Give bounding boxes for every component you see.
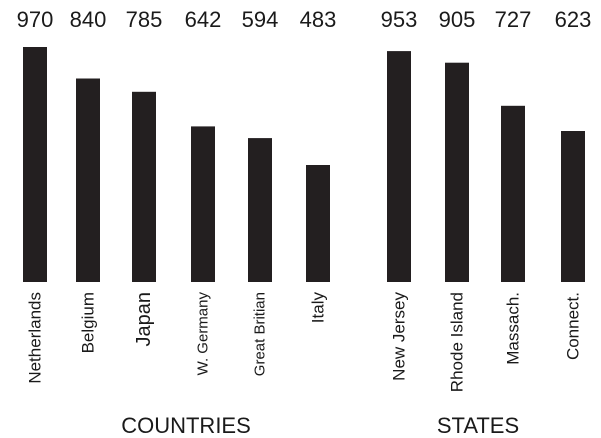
- category-label-belgium: Belgium: [79, 292, 98, 353]
- value-label-japan: 785: [126, 7, 163, 32]
- bar-rhode-island: [445, 63, 469, 282]
- value-label-belgium: 840: [70, 7, 107, 32]
- value-label-w-germany: 642: [185, 7, 222, 32]
- bar-connect: [561, 131, 585, 282]
- chart-marks: 970 Netherlands 840 Belgium 785 Japan 642 W. Ge…: [17, 7, 592, 392]
- category-label-netherlands: Netherlands: [26, 292, 45, 384]
- bar-new-jersey: [387, 51, 411, 282]
- bar-great-britian: [248, 138, 272, 282]
- category-label-great-britian: Great Britian: [252, 292, 269, 376]
- value-label-new-jersey: 953: [381, 7, 418, 32]
- category-label-connect: Connect.: [564, 292, 583, 360]
- category-label-new-jersey: New Jersey: [390, 292, 409, 381]
- category-label-massach: Massach.: [504, 292, 523, 365]
- value-label-netherlands: 970: [17, 7, 54, 32]
- bar-japan: [132, 92, 156, 282]
- category-label-italy: Italy: [309, 292, 328, 324]
- value-label-rhode-island: 905: [439, 7, 476, 32]
- value-label-massach: 727: [495, 7, 532, 32]
- bar-massach: [501, 106, 525, 282]
- value-label-italy: 483: [300, 7, 337, 32]
- category-label-japan: Japan: [133, 292, 155, 347]
- category-label-rhode-island: Rhode Island: [448, 292, 467, 392]
- group-label-countries: COUNTRIES: [121, 413, 251, 438]
- group-label-states: STATES: [437, 413, 519, 438]
- bar-w-germany: [191, 126, 215, 282]
- bar-netherlands: [23, 47, 47, 282]
- category-label-w-germany: W. Germany: [195, 292, 212, 376]
- value-label-connect: 623: [555, 7, 592, 32]
- bar-italy: [306, 165, 330, 282]
- bar-belgium: [76, 79, 100, 283]
- value-label-great-britian: 594: [242, 7, 279, 32]
